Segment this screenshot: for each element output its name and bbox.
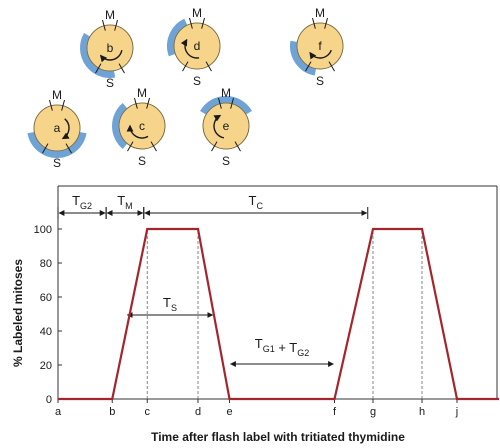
x-tick-label: c [145, 406, 151, 418]
guide-lines [146, 229, 423, 399]
cell-m-label: M [52, 88, 62, 102]
y-tick-label: 0 [46, 394, 52, 406]
phase-tick [61, 99, 65, 111]
cell-s-label: S [222, 154, 230, 168]
interval-ts-label: TS [163, 295, 177, 313]
cell-m-label: M [192, 6, 202, 20]
cell-outline [118, 102, 166, 150]
label-band [200, 96, 252, 115]
phase-tick [218, 97, 222, 109]
cell-d: d M S [167, 6, 221, 88]
x-tick-label: g [370, 406, 376, 418]
phase-tick [65, 143, 72, 154]
cycle-arrow [126, 124, 149, 139]
label-band [167, 18, 188, 57]
phase-tick [234, 141, 241, 152]
interval-tg1g2-label: TG1 + TG2 [255, 336, 310, 358]
cell-f: f M S [290, 6, 344, 88]
x-tick-label: e [226, 406, 232, 418]
cell-m-label: M [137, 86, 147, 100]
cell-outline [173, 22, 221, 70]
phase-tick [150, 141, 157, 152]
y-axis-label: % Labeled mitoses [11, 259, 25, 367]
phase-tick [312, 17, 316, 29]
label-band [80, 33, 116, 78]
cycle-arrow [213, 114, 225, 139]
cell-s-label: S [53, 156, 61, 170]
cell-a: a M S [27, 88, 87, 170]
cell-m-label: M [105, 8, 115, 22]
cell-id-label: f [318, 39, 322, 53]
cell-cycle-diagrams: a M Sb M Sc M Sd M Se M Sf M S [27, 6, 344, 170]
cell-s-label: S [316, 74, 324, 88]
phase-intervals: TG2 TM TC TS TG1 + TG2 [57, 193, 369, 367]
cell-s-label: S [106, 76, 114, 90]
phase-tick [205, 61, 212, 72]
cell-outline [33, 104, 81, 152]
cell-c: c M S [112, 86, 166, 168]
x-tick-label: h [419, 406, 425, 418]
cell-s-label: S [193, 74, 201, 88]
y-tick-label: 40 [40, 326, 52, 338]
phase-tick [189, 17, 193, 29]
phase-tick [230, 97, 234, 109]
labeled-mitoses-chart: 0 20 40 60 80 100 a b c d e f g h j TG2 TM TC TS TG1 + TG… [11, 185, 499, 444]
cell-m-label: M [315, 6, 325, 20]
x-tick-label: d [195, 406, 201, 418]
cell-s-label: S [138, 154, 146, 168]
label-band [112, 103, 128, 149]
cell-m-label: M [221, 86, 231, 100]
cell-id-label: c [139, 119, 145, 133]
y-tick-label: 60 [40, 292, 52, 304]
interval-tc-label: TC [249, 193, 264, 211]
phase-tick [305, 61, 312, 72]
phase-tick [42, 143, 49, 154]
label-band [27, 131, 87, 158]
cycle-arrow [99, 49, 123, 63]
cell-id-label: a [54, 121, 61, 135]
phase-tick [49, 99, 53, 111]
phase-tick [182, 61, 189, 72]
cell-e: e M S [200, 86, 252, 168]
cell-id-label: e [223, 119, 230, 133]
cycle-arrow [61, 118, 70, 140]
y-tick-label: 20 [40, 360, 52, 372]
label-band [290, 40, 317, 76]
cell-outline [296, 22, 344, 70]
y-tick-label: 100 [34, 224, 52, 236]
phase-tick [201, 17, 205, 29]
y-ticks: 0 20 40 60 80 100 [34, 224, 62, 406]
cell-id-label: d [194, 39, 201, 53]
phase-tick [328, 61, 335, 72]
phase-tick [324, 17, 328, 29]
cell-outline [202, 102, 250, 150]
x-tick-label: j [455, 406, 458, 418]
cell-b: b M S [80, 8, 134, 90]
phase-tick [114, 19, 118, 31]
x-tick-label: f [333, 406, 337, 418]
y-tick-label: 80 [40, 258, 52, 270]
phase-tick [134, 97, 138, 109]
phase-tick [102, 19, 106, 31]
axes [57, 185, 498, 400]
cycle-arrow [180, 38, 200, 59]
x-tick-label: a [55, 406, 62, 418]
cycle-arrow [309, 49, 332, 60]
x-tick-label: b [109, 406, 115, 418]
series-line [58, 227, 499, 401]
cell-outline [86, 24, 134, 72]
interval-tm-label: TM [117, 193, 132, 211]
phase-tick [127, 141, 134, 152]
phase-tick [118, 63, 125, 74]
phase-tick [146, 97, 150, 109]
x-axis-label: Time after flash label with tritiated th… [151, 430, 405, 444]
cell-id-label: b [107, 41, 114, 55]
phase-tick [211, 141, 218, 152]
interval-tg2-label: TG2 [72, 193, 92, 211]
phase-tick [95, 63, 102, 74]
